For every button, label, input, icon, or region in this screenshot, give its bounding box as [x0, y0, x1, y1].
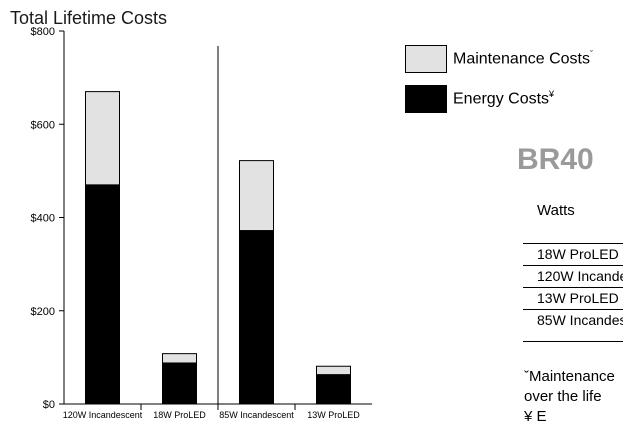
y-tick-label: $200 — [31, 306, 55, 318]
table-column-header: Watts — [537, 202, 575, 219]
x-tick-label: 18W ProLED — [153, 410, 206, 420]
table-row: 13W ProLED — [523, 287, 623, 309]
chart-title: Total Lifetime Costs — [10, 8, 168, 28]
legend-swatch-maintenance — [405, 45, 447, 73]
x-tick-label: 13W ProLED — [307, 410, 360, 420]
y-tick-label: $400 — [31, 213, 55, 225]
bar-energy — [316, 374, 351, 405]
y-tick-label: $0 — [43, 399, 55, 411]
bar-maintenance — [316, 365, 351, 376]
bar-energy — [85, 184, 120, 405]
legend-label-maintenance: Maintenance Costs — [453, 50, 590, 68]
legend-swatch-energy — [405, 85, 447, 113]
legend-label-energy: Energy Costs — [453, 90, 550, 108]
bar-maintenance — [162, 353, 197, 364]
table-bottom-rule — [523, 341, 623, 342]
table-row: 85W Incandescent — [523, 309, 623, 331]
x-tick-label: 85W Incandescent — [219, 410, 294, 420]
table-title: BR40 — [517, 143, 594, 176]
bar-energy — [239, 230, 274, 405]
footnote-energy: ¥ E — [524, 408, 547, 425]
bar-energy — [162, 362, 197, 405]
legend-marker-energy: ¥ — [549, 89, 555, 100]
bar-maintenance — [85, 91, 120, 186]
x-tick-label: 120W Incandescent — [63, 410, 143, 420]
legend-item-maintenance: Maintenance Costsˇ — [405, 44, 593, 74]
legend-marker-maintenance: ˇ — [589, 49, 593, 60]
table-row: 120W Incandescent — [523, 265, 623, 287]
legend-item-energy: Energy Costs¥ — [405, 84, 554, 114]
bar-maintenance — [239, 160, 274, 232]
footnote-maintenance: ˇMaintenance — [524, 368, 615, 385]
y-tick-label: $600 — [31, 119, 55, 131]
table-row: 18W ProLED — [523, 243, 623, 265]
footnote-life: over the life — [524, 388, 602, 405]
y-tick-label: $800 — [31, 26, 55, 38]
